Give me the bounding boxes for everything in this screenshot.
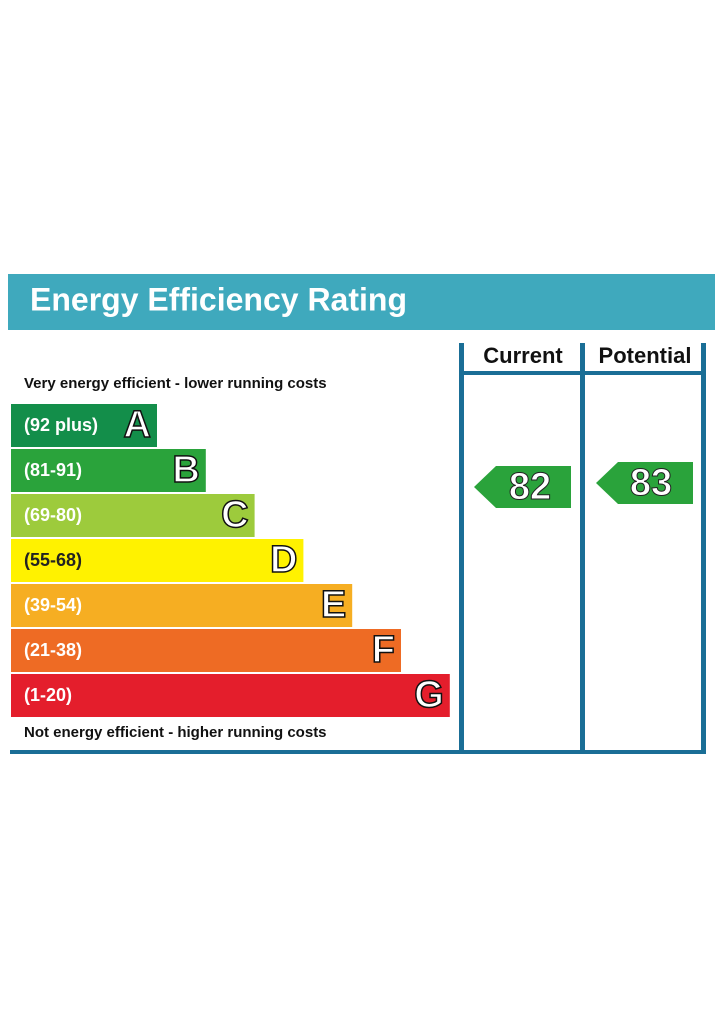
frame-line [10,750,706,754]
band-letter: F [372,629,395,671]
frame-line [580,343,585,753]
frame-line [701,343,706,753]
band-letter: D [270,539,297,581]
potential-value: 83 [630,462,672,504]
band-range: (92 plus) [24,415,98,435]
frame [10,343,706,754]
band [11,584,353,627]
band-letter: B [172,449,199,491]
potential-arrow [596,462,693,504]
band-letter: E [321,584,346,626]
frame-line [459,343,464,753]
band [11,494,255,537]
current-arrow [474,466,571,508]
band-letter: A [124,404,151,446]
band-range: (39-54) [24,595,82,615]
header-bar [8,274,715,330]
band [11,449,206,492]
band-letter: G [414,674,444,716]
band-range: (21-38) [24,640,82,660]
top-note: Very energy efficient - lower running co… [24,375,327,392]
band-range: (1-20) [24,685,72,705]
column-header: Potential [599,343,692,368]
band-range: (81-91) [24,460,82,480]
band [11,404,157,447]
frame-line [459,371,706,375]
band [11,539,304,582]
band [11,674,450,717]
current-value: 82 [509,466,551,508]
band-range: (55-68) [24,550,82,570]
bottom-note: Not energy efficient - higher running co… [24,724,327,741]
column-header: Current [483,343,563,368]
band-range: (69-80) [24,505,82,525]
band-letter: C [221,494,248,536]
title: Energy Efficiency Rating [30,281,407,317]
band [11,629,401,672]
